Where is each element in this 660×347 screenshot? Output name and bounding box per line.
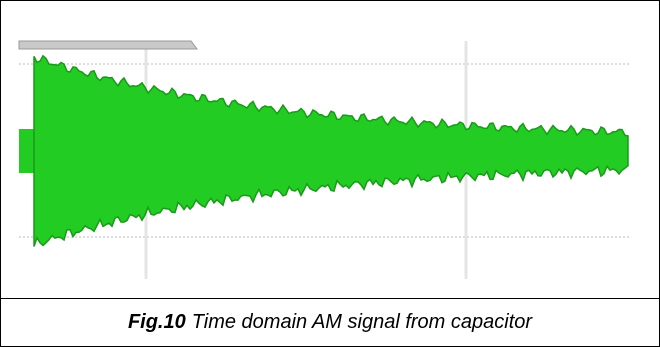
tab [19,41,197,49]
caption: Fig.10 Time domain AM signal from capaci… [1,299,659,346]
figure-image [1,1,659,299]
oscilloscope-trace [1,1,659,298]
figure-caption: Time domain AM signal from capacitor [192,311,532,334]
figure-label: Fig.10 [128,311,186,334]
page: Fig.10 Time domain AM signal from capaci… [0,0,660,347]
